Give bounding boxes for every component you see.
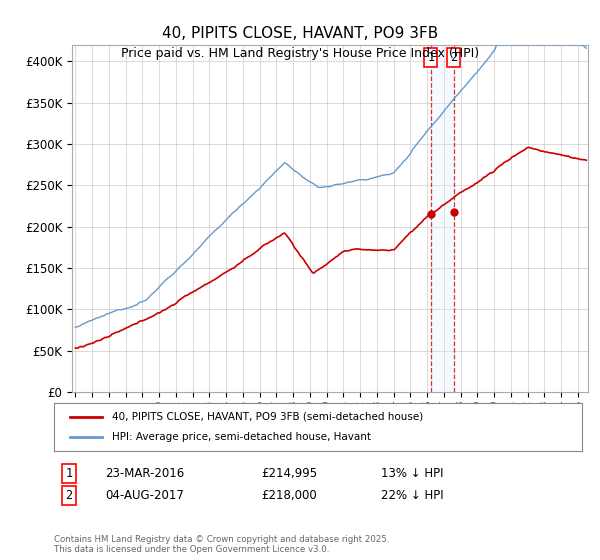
Text: 2: 2 bbox=[450, 51, 457, 64]
Text: 22% ↓ HPI: 22% ↓ HPI bbox=[381, 489, 443, 502]
Text: 13% ↓ HPI: 13% ↓ HPI bbox=[381, 466, 443, 480]
Text: 40, PIPITS CLOSE, HAVANT, PO9 3FB (semi-detached house): 40, PIPITS CLOSE, HAVANT, PO9 3FB (semi-… bbox=[112, 412, 424, 422]
Text: 04-AUG-2017: 04-AUG-2017 bbox=[105, 489, 184, 502]
Text: £214,995: £214,995 bbox=[261, 466, 317, 480]
Text: HPI: Average price, semi-detached house, Havant: HPI: Average price, semi-detached house,… bbox=[112, 432, 371, 442]
Bar bbox=[431, 45, 454, 392]
Text: 1: 1 bbox=[65, 466, 73, 480]
Text: Contains HM Land Registry data © Crown copyright and database right 2025.
This d: Contains HM Land Registry data © Crown c… bbox=[54, 535, 389, 554]
Text: 2: 2 bbox=[65, 489, 73, 502]
Text: 23-MAR-2016: 23-MAR-2016 bbox=[105, 466, 184, 480]
Text: Price paid vs. HM Land Registry's House Price Index (HPI): Price paid vs. HM Land Registry's House … bbox=[121, 46, 479, 60]
Text: 40, PIPITS CLOSE, HAVANT, PO9 3FB: 40, PIPITS CLOSE, HAVANT, PO9 3FB bbox=[162, 26, 438, 41]
Text: 1: 1 bbox=[427, 51, 434, 64]
Text: £218,000: £218,000 bbox=[261, 489, 317, 502]
